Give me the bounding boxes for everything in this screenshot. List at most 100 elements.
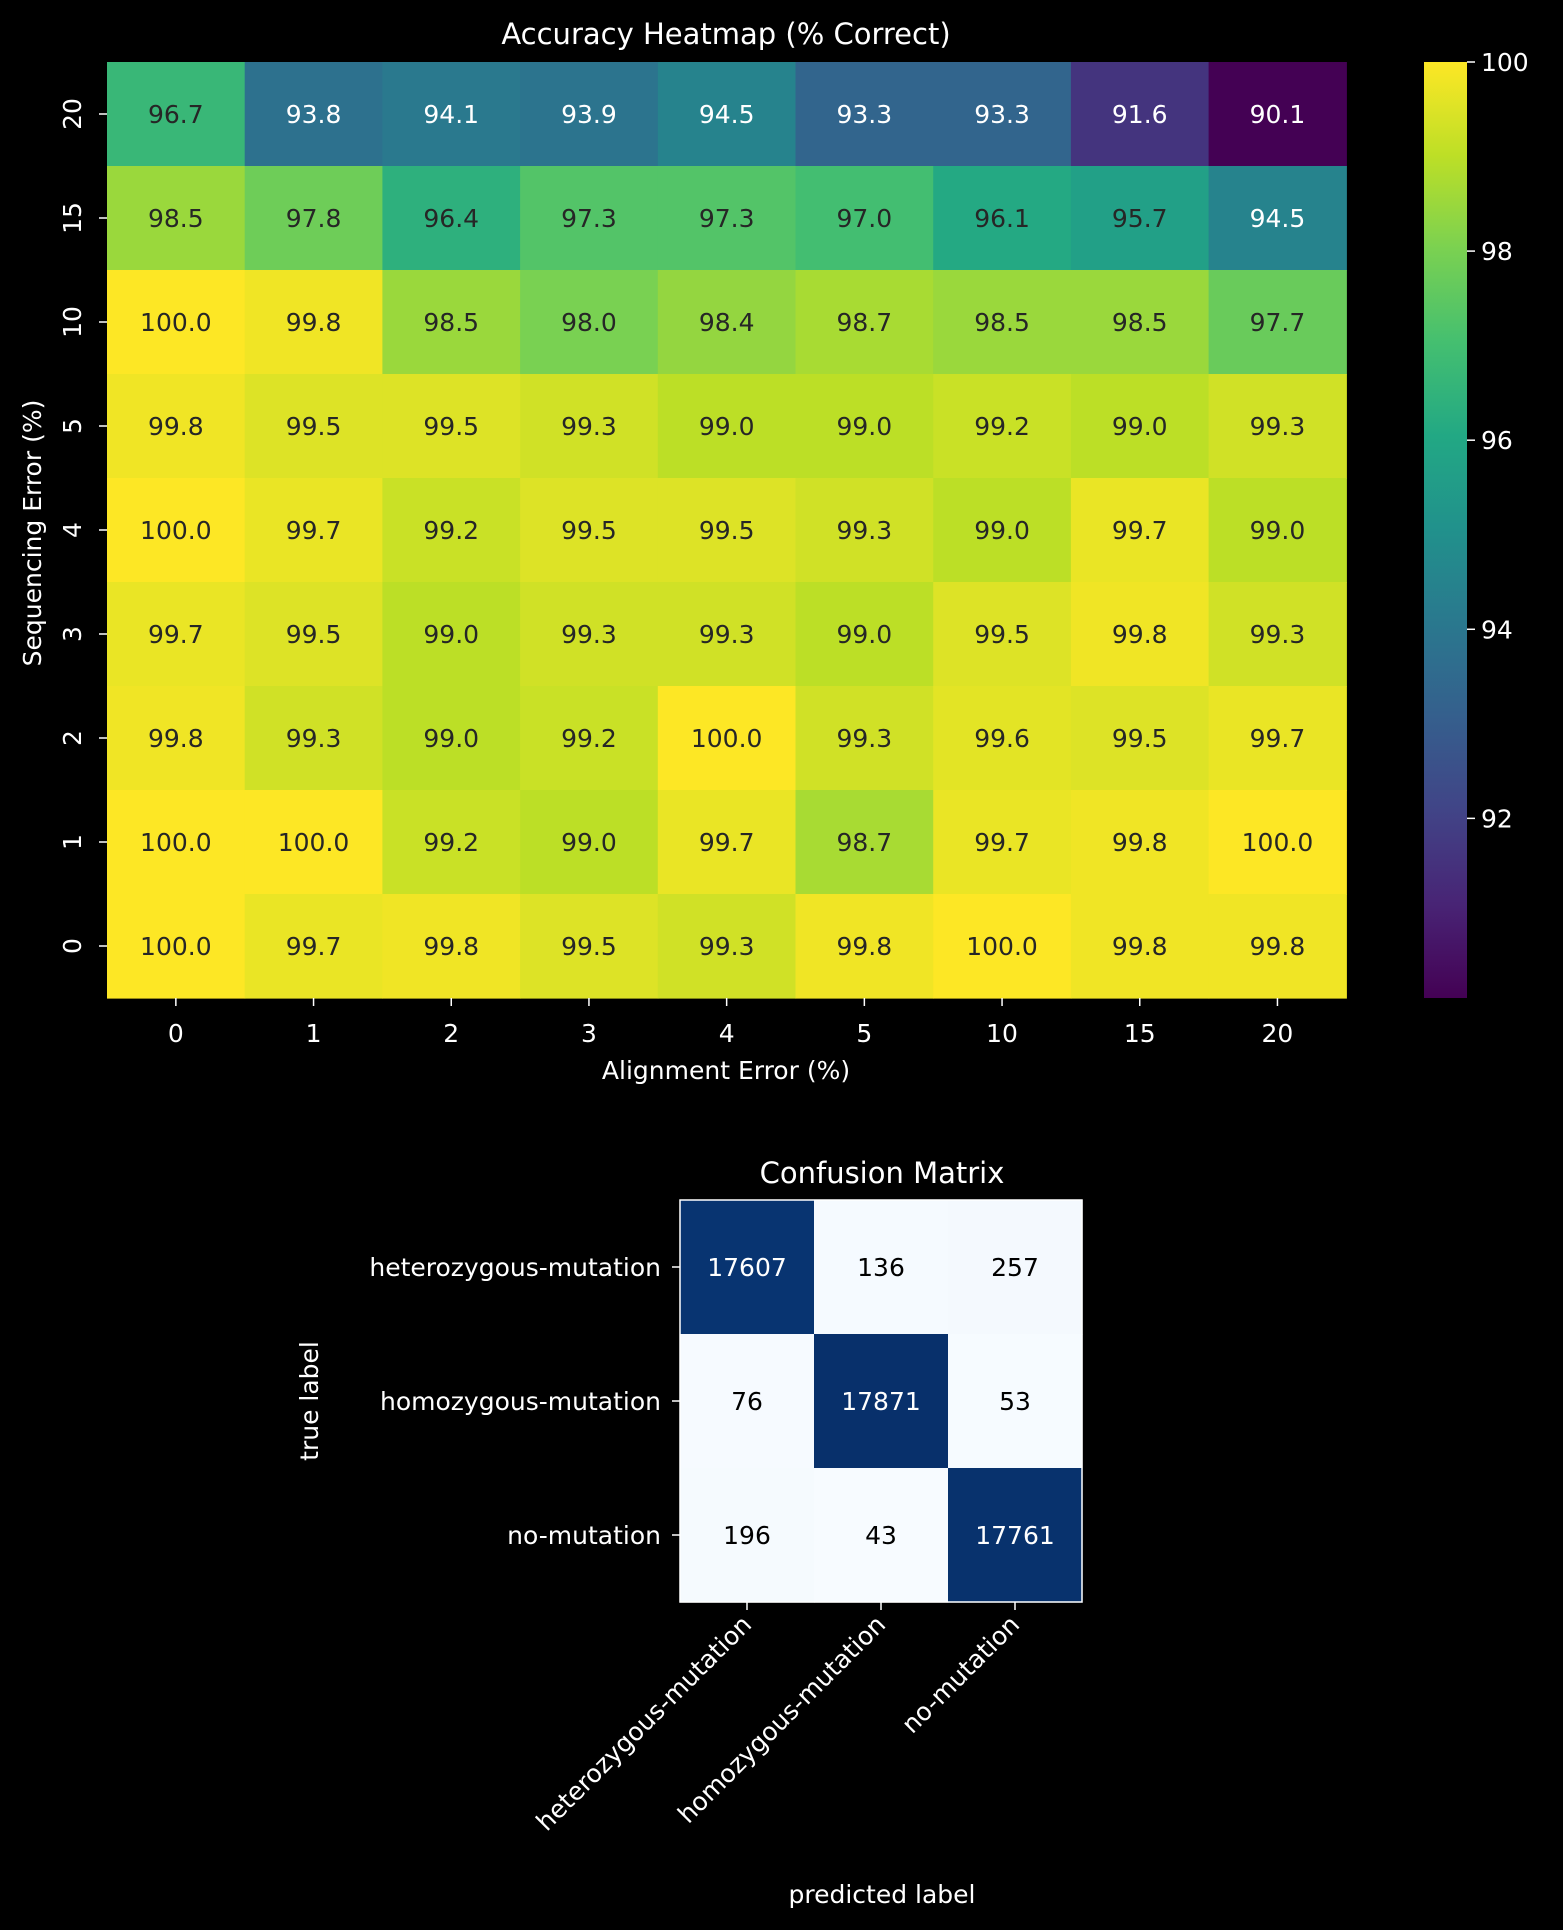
x-tick-label: 0 xyxy=(168,1019,184,1048)
heatmap-cell xyxy=(382,686,521,791)
heatmap-cell-label: 97.7 xyxy=(1250,308,1306,337)
x-tick-label: 2 xyxy=(443,1019,459,1048)
y-tick-label: 3 xyxy=(58,626,87,642)
heatmap-cell xyxy=(795,790,934,895)
heatmap-cell-label: 98.7 xyxy=(837,308,893,337)
colorbar-tick-label: 96 xyxy=(1481,426,1513,455)
heatmap-cell-label: 94.1 xyxy=(423,100,479,129)
x-tick-label: 3 xyxy=(581,1019,597,1048)
heatmap-cell-label: 99.0 xyxy=(837,620,893,649)
heatmap-cell-label: 99.8 xyxy=(1112,932,1168,961)
confusion-cell-label: 196 xyxy=(723,1521,771,1550)
heatmap-cell-label: 93.8 xyxy=(286,100,342,129)
confusion-cell xyxy=(948,1334,1083,1469)
confusion-cell xyxy=(814,1334,949,1469)
heatmap-cell xyxy=(520,374,659,479)
confusion-matrix-y-axis-label: true label xyxy=(295,1341,324,1461)
heatmap-cell xyxy=(1070,374,1210,479)
confusion-cell xyxy=(680,1334,815,1469)
heatmap-cell-label: 99.3 xyxy=(699,932,755,961)
heatmap-cell xyxy=(520,62,659,167)
accuracy-heatmap-cells xyxy=(107,62,1347,999)
confusion-cell-label: 76 xyxy=(731,1387,763,1416)
heatmap-cell xyxy=(1070,270,1210,375)
heatmap-cell-label: 99.0 xyxy=(974,516,1030,545)
accuracy-heatmap-title: Accuracy Heatmap (% Correct) xyxy=(501,17,950,51)
heatmap-cell-label: 98.5 xyxy=(974,308,1030,337)
heatmap-cell-label: 94.5 xyxy=(1250,204,1306,233)
y-tick-label: 1 xyxy=(58,834,87,850)
heatmap-cell-label: 99.8 xyxy=(148,412,204,441)
heatmap-cell xyxy=(382,166,521,271)
heatmap-cell-label: 99.7 xyxy=(148,620,204,649)
heatmap-cell xyxy=(382,62,521,167)
heatmap-cell-label: 93.3 xyxy=(837,100,893,129)
heatmap-cell-label: 93.9 xyxy=(561,100,617,129)
heatmap-cell-label: 99.0 xyxy=(1250,516,1306,545)
heatmap-cell xyxy=(657,686,797,791)
colorbar-ticks: 92 94 96 98 100 xyxy=(1467,48,1529,833)
heatmap-cell xyxy=(1208,374,1347,479)
y-tick-label: 4 xyxy=(58,522,87,538)
y-tick-label: 2 xyxy=(58,730,87,746)
heatmap-cell xyxy=(1070,478,1210,583)
heatmap-cell xyxy=(107,894,246,999)
heatmap-cell-label: 99.3 xyxy=(699,620,755,649)
confusion-cell-label: 17761 xyxy=(975,1521,1055,1550)
heatmap-cell xyxy=(933,374,1072,479)
heatmap-cell-label: 100.0 xyxy=(691,724,763,753)
cm-y-tick-label: homozygous-mutation xyxy=(380,1387,661,1416)
heatmap-cell-label: 99.3 xyxy=(837,516,893,545)
heatmap-cell xyxy=(107,166,246,271)
heatmap-cell xyxy=(244,686,383,791)
heatmap-cell xyxy=(1208,62,1347,167)
heatmap-cell xyxy=(657,582,797,687)
heatmap-cell xyxy=(244,166,383,271)
heatmap-cell-label: 99.0 xyxy=(699,412,755,441)
heatmap-cell xyxy=(795,270,934,375)
heatmap-cell xyxy=(107,270,246,375)
heatmap-cell xyxy=(520,894,659,999)
colorbar-tick-label: 100 xyxy=(1481,48,1529,77)
heatmap-cell-label: 100.0 xyxy=(278,828,350,857)
heatmap-cell xyxy=(795,374,934,479)
heatmap-cell-label: 99.8 xyxy=(148,724,204,753)
heatmap-cell xyxy=(520,270,659,375)
heatmap-cell-label: 99.0 xyxy=(423,620,479,649)
heatmap-cell xyxy=(933,478,1072,583)
x-tick-label: 5 xyxy=(856,1019,872,1048)
heatmap-cell xyxy=(933,582,1072,687)
heatmap-cell-label: 99.5 xyxy=(699,516,755,545)
heatmap-cell-label: 98.4 xyxy=(699,308,755,337)
heatmap-cell xyxy=(795,478,934,583)
accuracy-heatmap-x-ticks: 0 1 2 3 4 5 10 15 20 xyxy=(168,998,1293,1048)
heatmap-cell xyxy=(933,62,1072,167)
heatmap-cell-label: 98.5 xyxy=(148,204,204,233)
heatmap-cell xyxy=(244,62,383,167)
heatmap-cell xyxy=(795,894,934,999)
confusion-matrix-x-axis-label: predicted label xyxy=(789,1880,976,1909)
heatmap-cell xyxy=(795,62,934,167)
heatmap-cell xyxy=(520,166,659,271)
heatmap-cell-label: 99.3 xyxy=(1250,412,1306,441)
heatmap-cell-label: 99.3 xyxy=(561,412,617,441)
heatmap-cell xyxy=(933,686,1072,791)
heatmap-cell-label: 99.5 xyxy=(974,620,1030,649)
confusion-cell xyxy=(948,1468,1083,1603)
heatmap-cell-label: 99.2 xyxy=(423,516,479,545)
heatmap-cell-label: 100.0 xyxy=(1242,828,1314,857)
heatmap-cell xyxy=(382,478,521,583)
y-tick-label: 10 xyxy=(58,306,87,338)
heatmap-cell xyxy=(107,582,246,687)
heatmap-cell xyxy=(795,166,934,271)
heatmap-cell xyxy=(657,790,797,895)
heatmap-cell xyxy=(244,790,383,895)
heatmap-cell xyxy=(244,270,383,375)
heatmap-cell-label: 98.7 xyxy=(837,828,893,857)
heatmap-cell xyxy=(795,686,934,791)
confusion-cell xyxy=(680,1468,815,1603)
confusion-matrix-cell-labels: 17607 136 257 76 17871 53 196 43 17761 xyxy=(707,1253,1055,1550)
heatmap-cell-label: 99.8 xyxy=(1250,932,1306,961)
heatmap-cell-label: 97.8 xyxy=(286,204,342,233)
